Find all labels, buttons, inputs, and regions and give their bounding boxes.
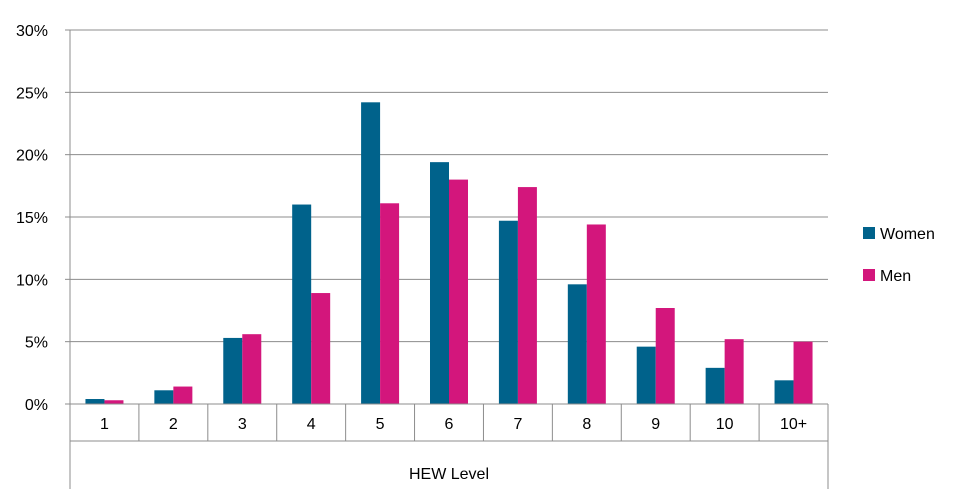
x-tick-label: 10 [716,416,734,433]
x-tick-label: 8 [582,416,591,433]
bar-men-10+ [793,341,813,404]
bar-men-3 [242,334,262,404]
x-axis-title: HEW Level [409,466,489,483]
bar-women-7 [498,220,518,404]
x-tick-label: 6 [445,416,454,433]
legend-label-women: Women [880,226,935,243]
bar-men-4 [311,293,331,404]
bar-women-2 [154,390,174,404]
bar-men-6 [449,179,468,404]
legend-swatch-men [863,269,875,281]
x-tick-label: 3 [238,416,247,433]
y-tick-label: 0% [25,397,48,414]
bar-men-1 [104,400,124,404]
y-tick-label: 25% [16,85,48,102]
legend: Women Men [863,226,935,285]
y-tick-label: 20% [16,148,48,165]
bar-men-5 [380,203,400,404]
bar-women-9 [636,346,656,404]
bar-women-3 [223,337,243,404]
x-tick-label: 7 [513,416,522,433]
x-tick-label: 10+ [780,416,807,433]
bar-women-10 [705,367,725,404]
bar-women-1 [85,399,105,404]
bars [85,102,813,404]
bar-women-4 [292,204,312,404]
y-tick-label: 15% [16,210,48,227]
bar-men-7 [517,187,537,404]
legend-label-men: Men [880,268,911,285]
bar-men-9 [655,308,675,404]
bar-women-10+ [774,380,794,404]
bar-women-5 [361,102,381,404]
axes [65,29,829,489]
x-tick-label: 9 [651,416,660,433]
bar-men-8 [586,224,606,404]
x-tick-label: 2 [169,416,178,433]
x-tick-label: 5 [376,416,385,433]
bar-men-10 [724,339,744,404]
legend-swatch-women [863,227,875,239]
bar-men-2 [173,386,193,404]
y-tick-label: 30% [16,23,48,40]
y-tick-label: 10% [16,272,48,289]
y-tick-label: 5% [25,335,48,352]
labels: 0% 5% 10% 15% 20% 25% 30% 1 2 3 4 5 6 7 8 9 10 10+ [16,23,807,433]
x-tick-label: 4 [307,416,316,433]
x-tick-label: 1 [100,416,109,433]
bar-women-8 [567,284,587,404]
bar-women-6 [430,162,449,404]
